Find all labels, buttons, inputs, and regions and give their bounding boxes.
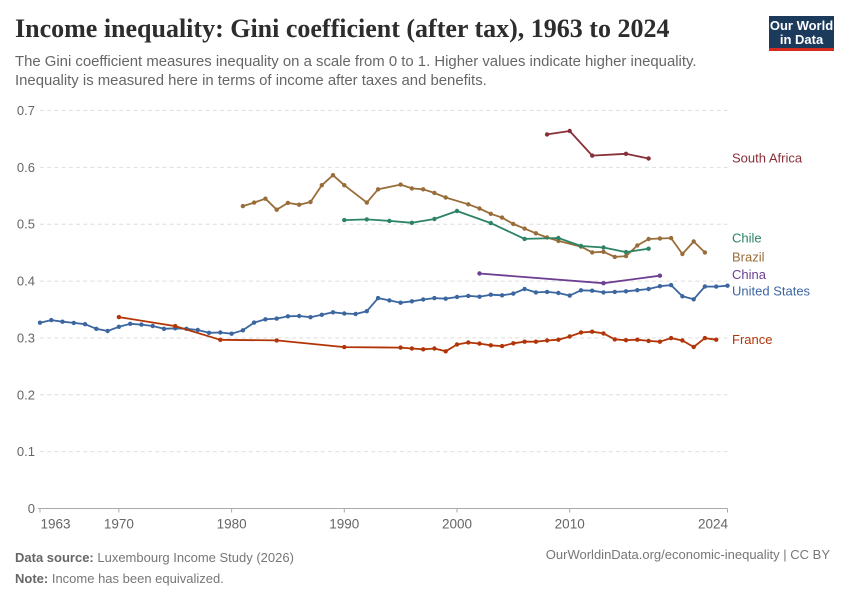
svg-text:China: China <box>732 267 767 282</box>
svg-text:0: 0 <box>28 501 35 516</box>
svg-text:0.7: 0.7 <box>17 103 35 118</box>
svg-text:2000: 2000 <box>442 517 472 532</box>
svg-text:0.4: 0.4 <box>17 274 35 289</box>
svg-text:Brazil: Brazil <box>732 250 765 265</box>
svg-text:1970: 1970 <box>104 517 134 532</box>
svg-text:1990: 1990 <box>329 517 359 532</box>
svg-text:0.1: 0.1 <box>17 444 35 459</box>
svg-text:2024: 2024 <box>698 517 729 532</box>
svg-text:Chile: Chile <box>732 231 762 246</box>
svg-text:United States: United States <box>732 284 811 299</box>
svg-text:0.3: 0.3 <box>17 330 35 345</box>
svg-text:0.5: 0.5 <box>17 217 35 232</box>
svg-text:2010: 2010 <box>555 517 585 532</box>
svg-text:France: France <box>732 332 772 347</box>
svg-text:South Africa: South Africa <box>732 151 803 166</box>
svg-text:1963: 1963 <box>41 517 71 532</box>
svg-text:0.6: 0.6 <box>17 160 35 175</box>
svg-text:0.2: 0.2 <box>17 387 35 402</box>
svg-text:1980: 1980 <box>217 517 247 532</box>
